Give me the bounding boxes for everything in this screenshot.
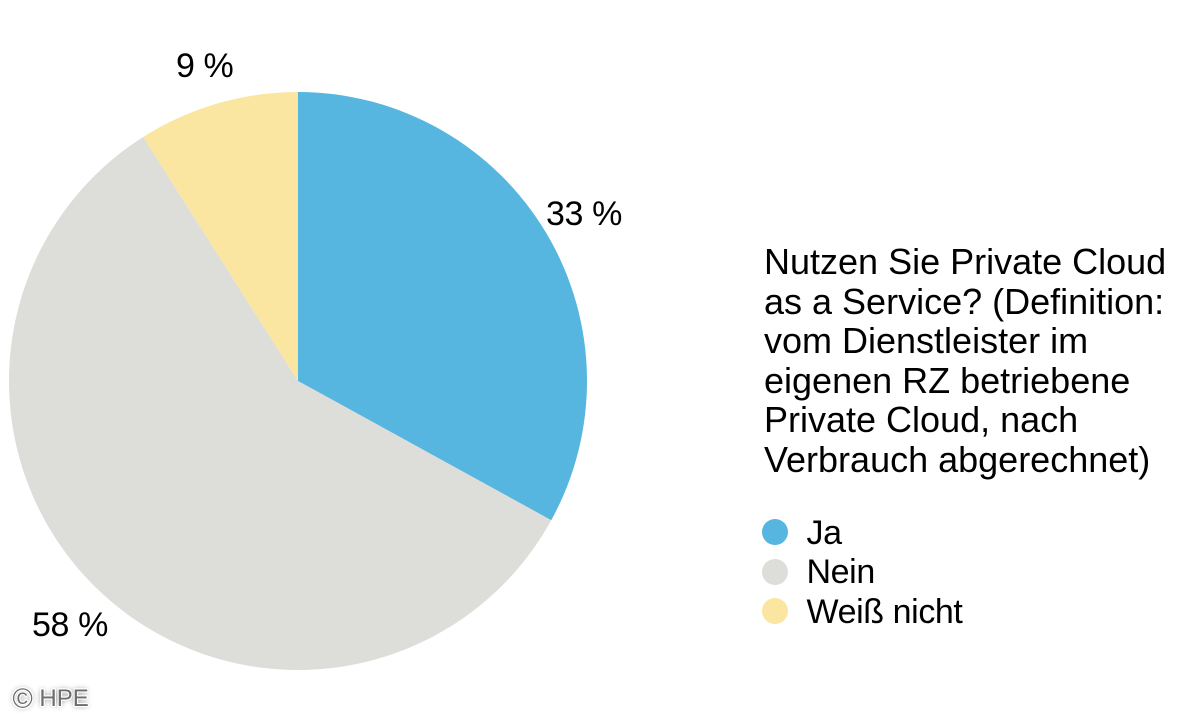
svg-text:© HPE: © HPE	[13, 683, 89, 714]
svg-text:© HPE: © HPE	[13, 683, 89, 714]
